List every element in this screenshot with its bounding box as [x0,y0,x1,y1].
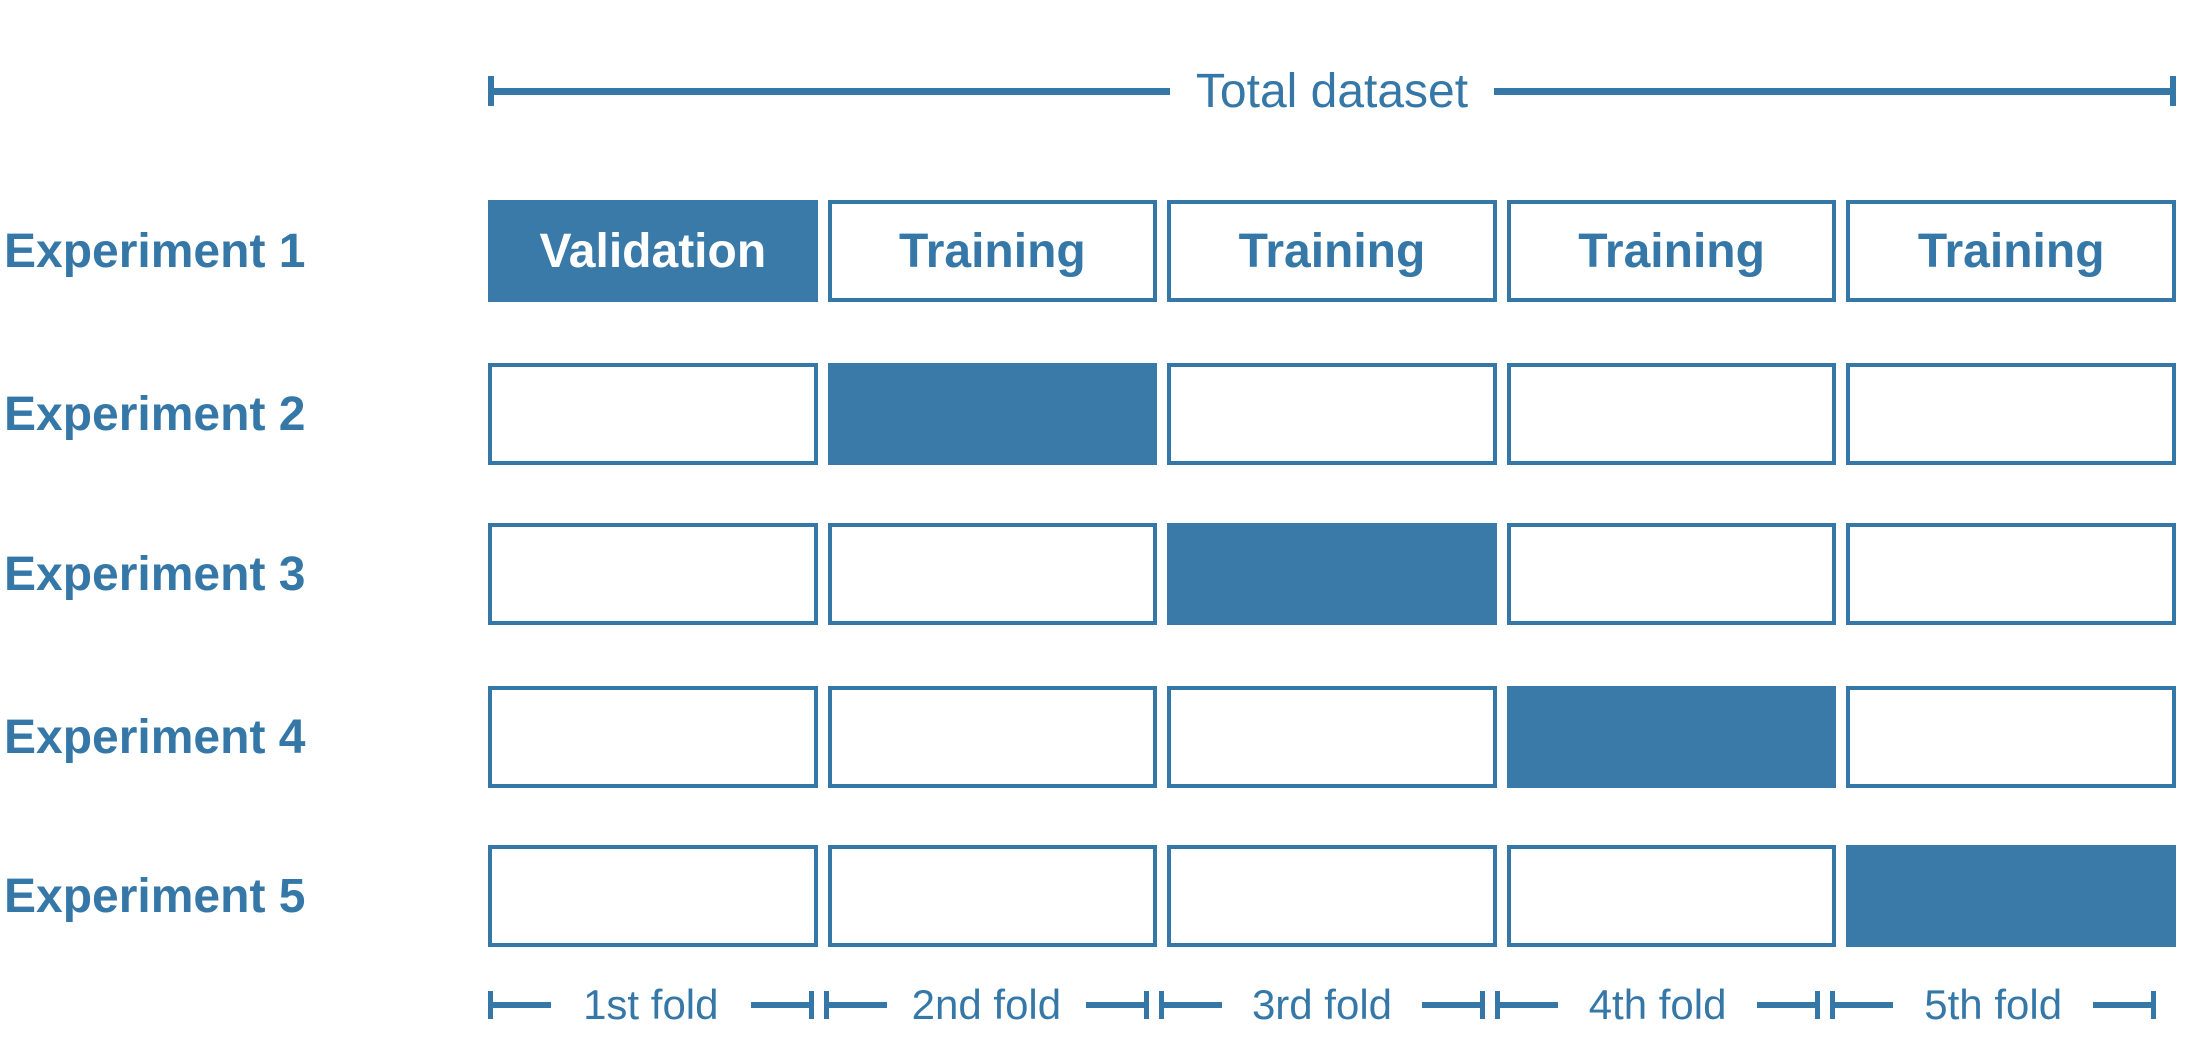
experiment-4-label: Experiment 4 [4,710,306,764]
experiment-4-row: Experiment 4 [0,686,2196,788]
fold-labels-row: 1st fold 2nd fold 3rd fold 4th fold 5th … [488,975,2176,1035]
experiment-4-cells [488,686,2176,788]
fold-right-tick-icon [1086,991,1150,1019]
fold-1-label: 1st fold [583,981,719,1028]
fold-cell [827,845,1158,947]
experiment-3-row: Experiment 3 [0,523,2196,625]
cell-label: Training [899,224,1086,278]
fold-left-tick-icon [1159,991,1223,1019]
experiment-2-row: Experiment 2 [0,363,2196,465]
fold-2-label: 2nd fold [911,981,1062,1028]
fold-left-tick-icon [1494,991,1558,1019]
cell-label: Training [1917,224,2105,278]
fold-cell [1167,363,1497,465]
fold-cell [488,523,818,625]
fold-cell [1506,363,1837,465]
fold-right-tick-icon [1421,991,1485,1019]
fold-left-tick-icon [488,991,551,1019]
experiment-1-row: Experiment 1 Validation Training Trainin… [0,200,2196,302]
fold-right-tick-icon [2092,991,2156,1019]
fold-cell [488,845,818,947]
fold-cell-training: Training [827,200,1158,302]
experiment-3-cells [488,523,2176,625]
experiment-5-cells [488,845,2176,947]
fold-cell [1846,686,2176,788]
fold-right-tick-icon [1757,991,1821,1019]
fold-cell [1506,523,1837,625]
fold-left-tick-icon [1830,991,1894,1019]
experiment-1-cells: Validation Training Training Training Tr… [488,200,2176,302]
experiment-2-label: Experiment 2 [4,387,306,441]
experiment-5-label: Experiment 5 [4,869,306,923]
fold-cell-validation [1846,845,2176,947]
experiment-5-row: Experiment 5 [0,845,2196,947]
fold-cell [1846,523,2176,625]
fold-cell-validation [1167,523,1497,625]
fold-3-label: 3rd fold [1251,981,1393,1028]
fold-cell [488,686,818,788]
fold-cell-training: Training [1167,200,1497,302]
fold-cell [488,363,818,465]
fold-1-label-group: 1st fold [488,975,814,1035]
cell-label: Training [1578,224,1765,278]
fold-cell [1846,363,2176,465]
fold-cell-validation: Validation [488,200,818,302]
fold-5-label: 5th fold [1924,981,2063,1028]
total-dataset-bracket: Total dataset [488,60,2176,122]
fold-cell-validation [827,363,1158,465]
experiment-3-label: Experiment 3 [4,547,306,601]
fold-cell [827,523,1158,625]
fold-cell [1506,845,1837,947]
bracket-right-line [1494,87,2170,95]
fold-cell-validation [1506,686,1837,788]
fold-5-label-group: 5th fold [1830,975,2156,1035]
bracket-left-line [494,87,1170,95]
experiment-1-label: Experiment 1 [4,224,306,278]
fold-cell-training: Training [1846,200,2176,302]
fold-cell [1167,845,1497,947]
fold-4-label-group: 4th fold [1494,975,1821,1035]
fold-cell [1167,686,1497,788]
bracket-left-endcap-icon [488,76,494,106]
fold-2-label-group: 2nd fold [823,975,1150,1035]
fold-right-tick-icon [750,991,814,1019]
fold-cell-training: Training [1506,200,1837,302]
fold-4-label: 4th fold [1588,981,1727,1028]
bracket-right-endcap-icon [2170,76,2176,106]
cell-label: Validation [539,224,767,278]
fold-cell [827,686,1158,788]
total-dataset-label: Total dataset [1195,64,1469,118]
fold-3-label-group: 3rd fold [1159,975,1485,1035]
cell-label: Training [1238,224,1426,278]
fold-left-tick-icon [823,991,887,1019]
experiment-2-cells [488,363,2176,465]
